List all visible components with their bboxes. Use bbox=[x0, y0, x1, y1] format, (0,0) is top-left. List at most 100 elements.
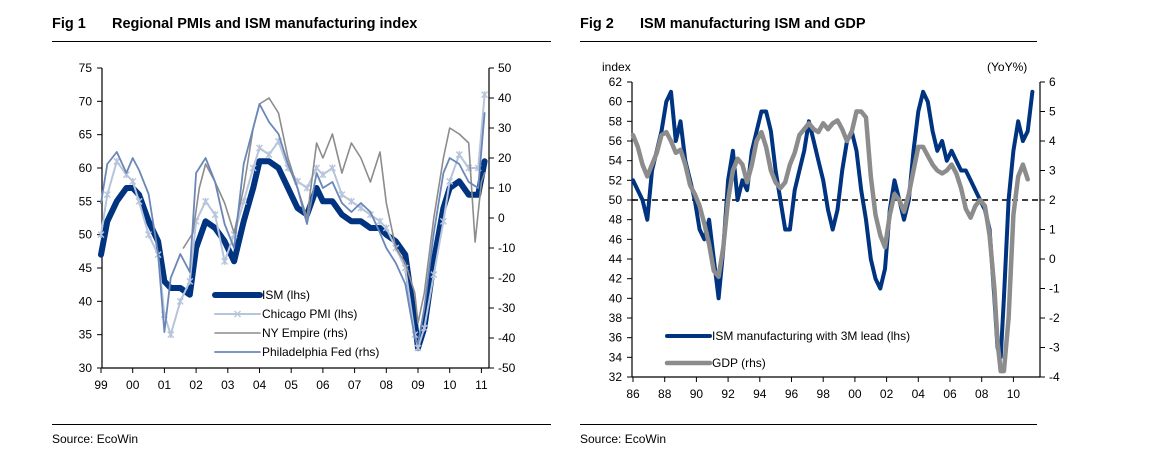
x-tick-label: 99 bbox=[94, 378, 108, 392]
left-y-tick-label: 50 bbox=[609, 193, 623, 207]
x-tick-label: 07 bbox=[348, 378, 362, 392]
x-tick-label: 02 bbox=[880, 387, 894, 401]
fig1-source: Source: EcoWin bbox=[52, 432, 139, 446]
data-point-marker bbox=[113, 157, 121, 165]
data-point-marker bbox=[103, 191, 111, 199]
data-point-marker bbox=[265, 151, 273, 159]
right-y-tick-label: -1 bbox=[1049, 282, 1060, 296]
data-point-marker bbox=[249, 164, 257, 172]
right-y-tick-label: -40 bbox=[498, 331, 516, 345]
legend-marker bbox=[234, 310, 241, 318]
right-y-tick-label: -2 bbox=[1049, 311, 1060, 325]
series-line-ny-empire-rhs bbox=[182, 97, 486, 324]
left-y-tick-label: 40 bbox=[609, 291, 623, 305]
left-y-tick-label: 54 bbox=[609, 154, 623, 168]
x-tick-label: 96 bbox=[785, 387, 799, 401]
data-point-marker bbox=[176, 297, 184, 305]
data-point-marker bbox=[211, 211, 219, 219]
x-tick-label: 00 bbox=[126, 378, 140, 392]
data-point-marker bbox=[414, 344, 422, 352]
x-tick-label: 10 bbox=[443, 378, 457, 392]
left-y-tick-label: 52 bbox=[609, 173, 623, 187]
fig1-title: Fig 1 Regional PMIs and ISM manufacturing… bbox=[52, 16, 417, 32]
legend-label: GDP (rhs) bbox=[712, 356, 766, 370]
right-y-tick-label: 30 bbox=[498, 121, 512, 135]
left-y-tick-label: 65 bbox=[79, 128, 93, 142]
series-line-gdp-rhs bbox=[630, 109, 1030, 374]
left-y-tick-label: 34 bbox=[609, 350, 623, 364]
right-y-tick-label: 0 bbox=[498, 211, 505, 225]
left-y-tick-label: 50 bbox=[79, 228, 93, 242]
chart-2: 32343638404244464850525456586062-4-3-2-1… bbox=[602, 60, 1060, 401]
fig1-number: Fig 1 bbox=[52, 16, 86, 32]
right-y-tick-label: 5 bbox=[1049, 105, 1056, 119]
right-y-tick-label: -30 bbox=[498, 301, 516, 315]
legend-label: ISM manufacturing with 3M lead (lhs) bbox=[712, 329, 910, 343]
legend-label: Philadelphia Fed (rhs) bbox=[262, 345, 379, 359]
x-tick-label: 03 bbox=[221, 378, 235, 392]
left-y-tick-label: 60 bbox=[609, 95, 623, 109]
right-y-tick-label: 0 bbox=[1049, 252, 1056, 266]
x-tick-label: 11 bbox=[475, 378, 488, 392]
right-y-tick-label: -3 bbox=[1049, 341, 1060, 355]
left-y-tick-label: 32 bbox=[609, 370, 623, 384]
right-y-tick-label: 2 bbox=[1049, 193, 1056, 207]
fig1-bottom-rule bbox=[52, 424, 551, 425]
right-y-tick-label: 10 bbox=[498, 181, 512, 195]
left-y-tick-label: 36 bbox=[609, 331, 623, 345]
x-tick-label: 02 bbox=[189, 378, 203, 392]
x-tick-label: 06 bbox=[943, 387, 957, 401]
x-tick-label: 10 bbox=[1007, 387, 1021, 401]
x-tick-label: 05 bbox=[285, 378, 299, 392]
data-point-marker bbox=[313, 164, 321, 172]
left-y-tick-label: 58 bbox=[609, 114, 623, 128]
left-y-tick-label: 44 bbox=[609, 252, 623, 266]
fig2-number: Fig 2 bbox=[580, 16, 614, 32]
right-y-tick-label: 1 bbox=[1049, 223, 1056, 237]
left-y-tick-label: 55 bbox=[79, 194, 93, 208]
x-tick-label: 88 bbox=[658, 387, 672, 401]
right-y-tick-label: -10 bbox=[498, 241, 516, 255]
chart-1: 30354045505560657075-50-40-30-20-1001020… bbox=[79, 61, 516, 392]
data-point-marker bbox=[145, 231, 153, 239]
data-point-marker bbox=[97, 231, 105, 239]
left-y-tick-label: 46 bbox=[609, 232, 623, 246]
right-axis-unit-label: (YoY%) bbox=[987, 60, 1027, 74]
x-tick-label: 04 bbox=[253, 378, 267, 392]
data-point-marker bbox=[186, 277, 194, 285]
right-y-tick-label: 6 bbox=[1049, 75, 1056, 89]
data-point-marker bbox=[328, 164, 336, 172]
x-tick-label: 92 bbox=[721, 387, 735, 401]
left-y-tick-label: 62 bbox=[609, 75, 623, 89]
right-y-tick-label: -20 bbox=[498, 271, 516, 285]
right-y-tick-label: -4 bbox=[1049, 370, 1060, 384]
x-tick-label: 06 bbox=[316, 378, 330, 392]
data-point-marker bbox=[256, 144, 263, 152]
data-point-marker bbox=[439, 217, 447, 225]
legend-label: Chicago PMI (lhs) bbox=[262, 307, 357, 321]
right-y-tick-label: 20 bbox=[498, 151, 512, 165]
left-y-tick-label: 42 bbox=[609, 272, 623, 286]
left-y-tick-label: 48 bbox=[609, 213, 623, 227]
left-y-tick-label: 60 bbox=[79, 161, 93, 175]
left-y-tick-label: 45 bbox=[79, 261, 93, 275]
series-line-philadelphia-fed-rhs bbox=[100, 103, 486, 345]
fig2-title-text: ISM manufacturing ISM and GDP bbox=[640, 16, 866, 32]
left-y-tick-label: 40 bbox=[79, 294, 93, 308]
data-point-marker bbox=[319, 171, 327, 179]
fig2-bottom-rule bbox=[580, 424, 1037, 425]
left-y-tick-label: 70 bbox=[79, 94, 93, 108]
x-tick-label: 08 bbox=[975, 387, 989, 401]
x-tick-label: 00 bbox=[848, 387, 862, 401]
legend-label: ISM (lhs) bbox=[262, 288, 310, 302]
x-tick-label: 94 bbox=[753, 387, 767, 401]
data-point-marker bbox=[135, 197, 143, 205]
fig2-source: Source: EcoWin bbox=[580, 432, 667, 446]
fig2-title: Fig 2 ISM manufacturing ISM and GDP bbox=[580, 16, 866, 32]
x-tick-label: 90 bbox=[690, 387, 704, 401]
data-point-marker bbox=[167, 331, 175, 339]
data-point-marker bbox=[347, 197, 355, 205]
data-point-marker bbox=[430, 271, 438, 279]
x-tick-label: 04 bbox=[912, 387, 926, 401]
series-line-ism-manufacturing-with-3m-lead-lhs bbox=[631, 89, 1035, 360]
